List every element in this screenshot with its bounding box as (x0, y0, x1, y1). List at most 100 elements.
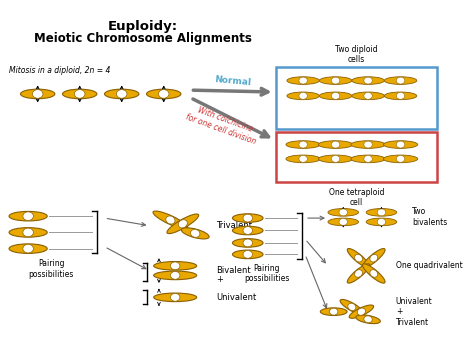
Text: Univalent
+
Trivalent: Univalent + Trivalent (396, 297, 432, 327)
Ellipse shape (20, 89, 55, 99)
Ellipse shape (331, 92, 340, 99)
Ellipse shape (167, 214, 199, 234)
Ellipse shape (366, 208, 397, 216)
Ellipse shape (384, 77, 417, 84)
Text: Bivalent: Bivalent (216, 266, 251, 275)
Ellipse shape (351, 141, 385, 148)
Text: Mitosis in a diploid, 2n = 4: Mitosis in a diploid, 2n = 4 (9, 66, 110, 75)
Ellipse shape (370, 255, 378, 262)
Text: Two
bivalents: Two bivalents (412, 207, 447, 227)
Ellipse shape (243, 214, 253, 222)
Ellipse shape (182, 228, 209, 239)
Ellipse shape (339, 209, 347, 216)
Text: With colchicine
for one cell division: With colchicine for one cell division (185, 103, 261, 146)
Ellipse shape (331, 141, 340, 148)
Ellipse shape (117, 90, 127, 98)
Ellipse shape (351, 155, 385, 163)
Ellipse shape (154, 271, 197, 280)
Ellipse shape (383, 141, 418, 148)
Ellipse shape (23, 244, 33, 253)
Ellipse shape (347, 248, 370, 268)
Ellipse shape (74, 90, 85, 98)
Ellipse shape (299, 155, 307, 162)
Text: +: + (216, 275, 223, 284)
Ellipse shape (364, 316, 372, 323)
Ellipse shape (166, 216, 175, 224)
Ellipse shape (23, 212, 33, 220)
Ellipse shape (364, 141, 372, 148)
Ellipse shape (384, 92, 417, 100)
Text: Trivalent: Trivalent (216, 221, 252, 230)
Ellipse shape (286, 141, 320, 148)
Ellipse shape (9, 228, 47, 237)
Ellipse shape (243, 239, 253, 247)
Ellipse shape (287, 92, 319, 100)
Ellipse shape (331, 77, 340, 84)
Text: Pairing
possibilities: Pairing possibilities (28, 259, 74, 279)
Text: Univalent: Univalent (216, 293, 256, 302)
Ellipse shape (377, 209, 386, 216)
Ellipse shape (319, 155, 353, 163)
Ellipse shape (328, 208, 358, 216)
Text: Normal: Normal (214, 76, 251, 88)
FancyBboxPatch shape (276, 67, 437, 129)
Ellipse shape (319, 141, 353, 148)
Ellipse shape (299, 92, 307, 99)
Ellipse shape (396, 92, 405, 99)
Ellipse shape (339, 218, 347, 225)
Text: Two diploid
cells: Two diploid cells (335, 45, 378, 64)
Text: One tetraploid
cell: One tetraploid cell (329, 187, 384, 207)
Ellipse shape (357, 308, 365, 315)
Ellipse shape (355, 255, 363, 262)
Ellipse shape (348, 303, 356, 311)
Ellipse shape (363, 264, 385, 283)
Ellipse shape (9, 244, 47, 253)
FancyBboxPatch shape (276, 132, 437, 182)
Ellipse shape (232, 214, 263, 222)
Ellipse shape (340, 299, 364, 314)
Ellipse shape (363, 248, 385, 268)
Ellipse shape (154, 293, 197, 302)
Ellipse shape (171, 294, 180, 301)
Ellipse shape (286, 155, 320, 163)
Ellipse shape (299, 141, 307, 148)
Ellipse shape (329, 308, 338, 315)
Text: Pairing
possibilities: Pairing possibilities (244, 264, 290, 283)
Ellipse shape (63, 89, 97, 99)
Ellipse shape (23, 228, 33, 237)
Ellipse shape (331, 155, 340, 162)
Ellipse shape (32, 90, 43, 98)
Ellipse shape (171, 272, 180, 279)
Ellipse shape (364, 92, 372, 99)
Ellipse shape (319, 92, 352, 100)
Text: Meiotic Chromosome Alignments: Meiotic Chromosome Alignments (34, 32, 252, 45)
Ellipse shape (9, 211, 47, 221)
Text: Euploidy:: Euploidy: (108, 21, 178, 33)
Ellipse shape (347, 264, 370, 283)
Ellipse shape (319, 77, 352, 84)
Ellipse shape (171, 262, 180, 270)
Ellipse shape (364, 77, 372, 84)
Ellipse shape (243, 226, 253, 234)
Ellipse shape (349, 305, 374, 318)
Ellipse shape (232, 226, 263, 235)
Ellipse shape (191, 229, 200, 237)
Ellipse shape (287, 77, 319, 84)
Ellipse shape (366, 218, 397, 226)
Ellipse shape (370, 270, 378, 277)
Ellipse shape (158, 90, 169, 98)
Ellipse shape (396, 141, 405, 148)
Ellipse shape (154, 262, 197, 270)
Ellipse shape (299, 77, 307, 84)
Ellipse shape (328, 218, 358, 226)
Ellipse shape (396, 77, 405, 84)
Ellipse shape (178, 220, 187, 228)
Ellipse shape (105, 89, 139, 99)
Ellipse shape (352, 92, 384, 100)
Ellipse shape (355, 270, 363, 277)
Ellipse shape (232, 239, 263, 247)
Ellipse shape (383, 155, 418, 163)
Ellipse shape (377, 218, 386, 225)
Ellipse shape (153, 211, 188, 229)
Ellipse shape (232, 250, 263, 259)
